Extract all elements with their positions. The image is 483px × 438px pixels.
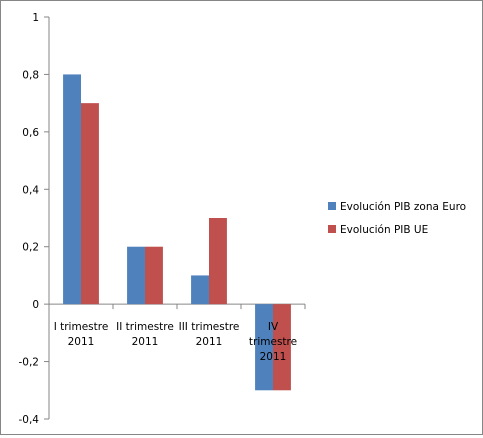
legend-swatch [328,225,336,233]
x-category-label: IV [268,321,279,333]
y-tick-label: 1 [32,12,39,24]
bar-zona-euro [255,304,273,391]
x-category-label: III trimestre [179,321,240,333]
y-tick-label: -0,2 [19,357,40,369]
y-tick-label: -0,4 [19,414,40,426]
y-tick-label: 0,8 [22,69,39,81]
x-category-label: 2011 [132,336,159,348]
x-category-label: trimestre [249,336,297,348]
bar-ue [145,246,163,305]
y-tick-label: 0 [32,299,39,311]
y-tick-label: 0,2 [22,242,39,254]
legend-swatch [328,202,336,210]
y-tick-label: 0,4 [22,184,39,196]
x-category-label: I trimestre [54,321,109,333]
bar-ue [209,218,227,305]
bar-ue [81,103,99,305]
x-category-label: 2011 [68,336,95,348]
bar-zona-euro [191,275,209,305]
bar-zona-euro [63,74,81,305]
legend-label: Evolución PIB zona Euro [340,201,466,213]
x-category-label: 2011 [196,336,223,348]
bar-zona-euro [127,246,145,305]
x-category-label: 2011 [260,351,287,363]
bar-ue [273,304,291,391]
legend: Evolución PIB zona Euro Evolución PIB UE [328,201,466,236]
y-tick-label: 0,6 [22,127,39,139]
x-category-label: II trimestre [116,321,174,333]
legend-label: Evolución PIB UE [340,224,428,236]
